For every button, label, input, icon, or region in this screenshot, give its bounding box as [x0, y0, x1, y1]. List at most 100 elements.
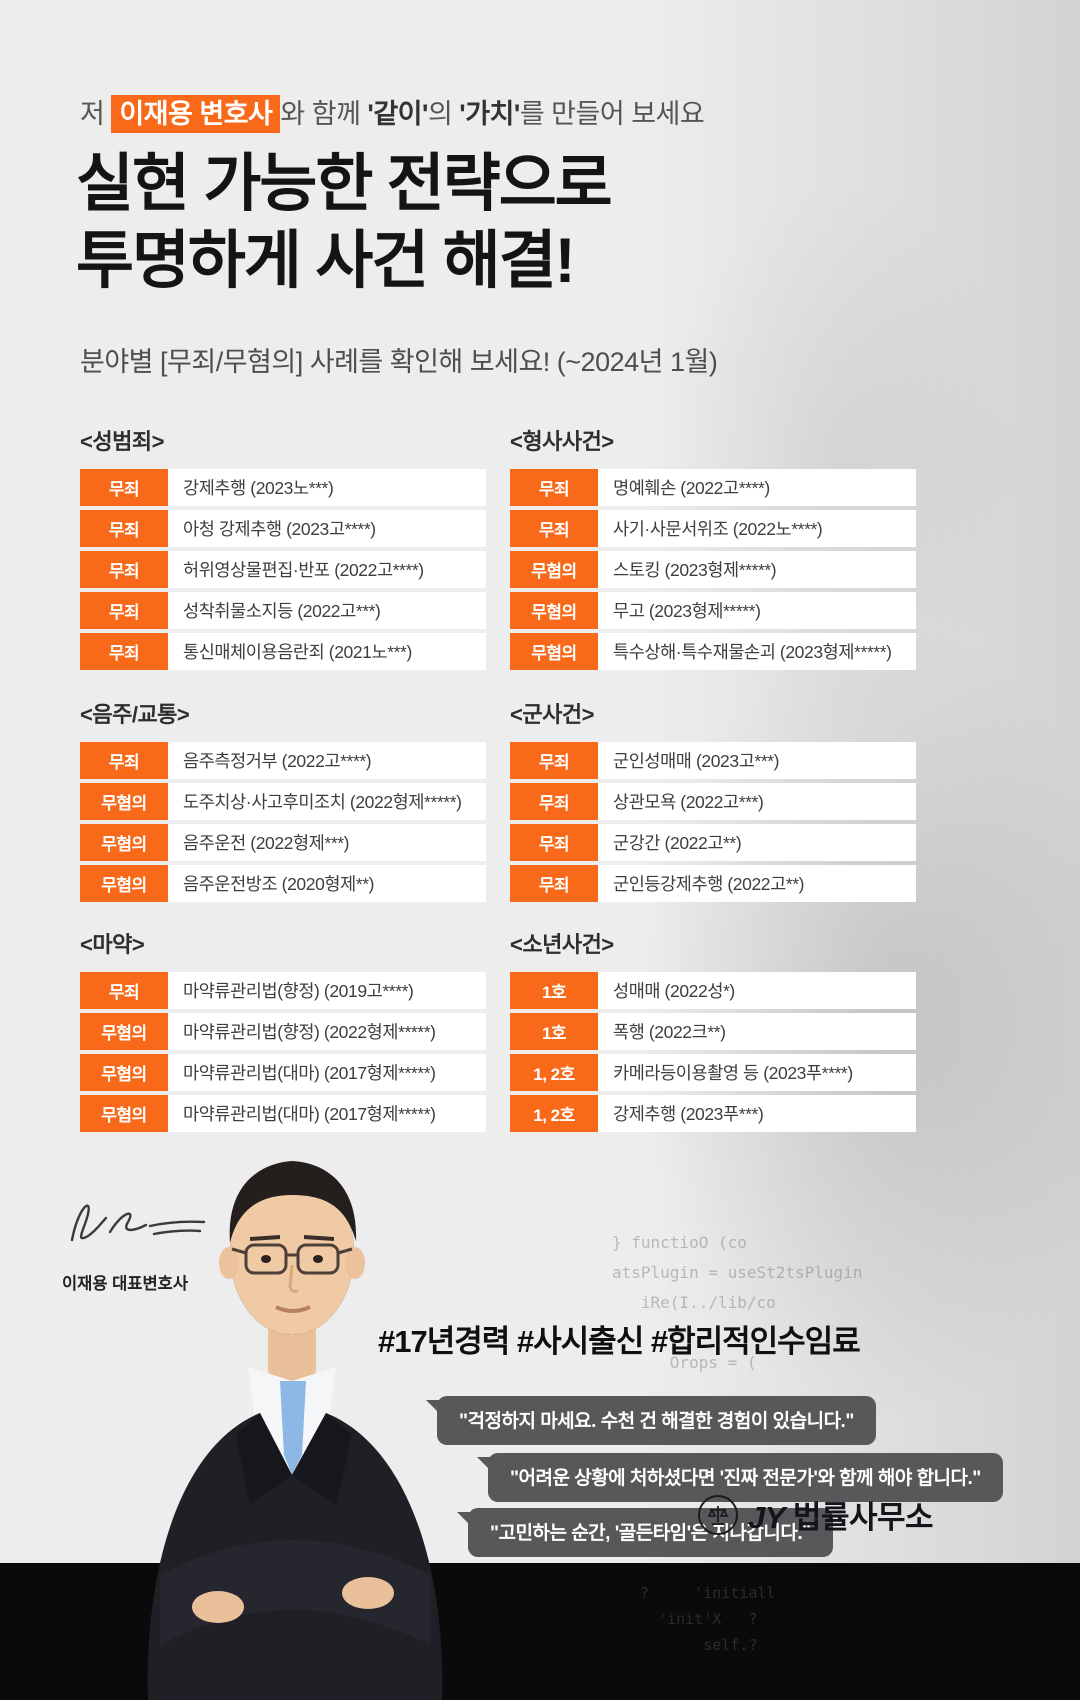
- section-sex-crime: <성범죄> 무죄 강제추행 (2023노***) 무죄 아청 강제추행 (2023고…: [80, 424, 486, 674]
- verdict-badge: 무죄: [510, 783, 598, 820]
- section-title: <음주/교통>: [80, 702, 190, 727]
- verdict-badge: 무죄: [80, 510, 168, 547]
- table-row: 1, 2호 강제추행 (2023푸***): [510, 1095, 916, 1132]
- table-row: 무죄 음주측정거부 (2022고****): [80, 742, 486, 779]
- section-drugs: <마약> 무죄 마약류관리법(향정) (2019고****) 무혐의 마약류관리법(…: [80, 927, 486, 1136]
- intro-prefix: 저: [80, 99, 112, 129]
- table-row: 무혐의 음주운전방조 (2020형제**): [80, 865, 486, 902]
- lawyer-name-highlight: 이재용 변호사: [111, 95, 281, 133]
- table-row: 무혐의 마약류관리법(대마) (2017형제*****): [80, 1054, 486, 1091]
- case-label: 아청 강제추행 (2023고****): [168, 510, 486, 547]
- section-title: <소년사건>: [510, 932, 614, 957]
- verdict-badge: 무죄: [510, 742, 598, 779]
- page-subtitle: 분야별 [무죄/무혐의] 사례를 확인해 보세요! (~2024년 1월): [80, 347, 718, 377]
- case-label: 상관모욕 (2022고***): [598, 783, 916, 820]
- page-title-line1: 실현 가능한 전략으로: [76, 149, 613, 219]
- page-title-line2: 투명하게 사건 해결!: [76, 225, 576, 296]
- verdict-badge: 무혐의: [80, 865, 168, 902]
- verdict-badge: 무죄: [80, 469, 168, 506]
- case-label: 명예훼손 (2022고****): [598, 469, 916, 506]
- page-title: 실현 가능한 전략으로 투명하게 사건 해결!: [76, 146, 613, 300]
- case-label: 특수상해·특수재물손괴 (2023형제*****): [598, 633, 916, 670]
- table-row: 무죄 상관모욕 (2022고***): [510, 783, 916, 820]
- case-label: 무고 (2023형제*****): [598, 592, 916, 629]
- background-code-text: ? 'initiall 'init'X ? self.?: [640, 1584, 776, 1654]
- verdict-badge: 1, 2호: [510, 1095, 598, 1132]
- case-label: 허위영상물편집·반포 (2022고****): [168, 551, 486, 588]
- verdict-badge: 무혐의: [80, 1013, 168, 1050]
- verdict-badge: 무죄: [80, 551, 168, 588]
- verdict-badge: 무혐의: [510, 592, 598, 629]
- intro-text: 와 함께: [280, 99, 368, 129]
- table-row: 무죄 명예훼손 (2022고****): [510, 469, 916, 506]
- table-row: 무죄 통신매체이용음란죄 (2021노***): [80, 633, 486, 670]
- table-row: 무죄 군인성매매 (2023고***): [510, 742, 916, 779]
- verdict-badge: 무죄: [510, 865, 598, 902]
- hashtags: #17년경력 #사시출신 #합리적인수임료: [378, 1324, 861, 1359]
- verdict-badge: 1, 2호: [510, 1054, 598, 1091]
- verdict-badge: 무죄: [80, 592, 168, 629]
- section-criminal: <형사사건> 무죄 명예훼손 (2022고****) 무죄 사기·사문서위조 (20…: [510, 424, 916, 674]
- background-code-text: } functioO (co atsPlugin = useSt2tsPlugi…: [612, 1233, 863, 1372]
- intro-bold-word: '가치': [459, 99, 520, 129]
- case-label: 스토킹 (2023형제*****): [598, 551, 916, 588]
- case-label: 군인등강제추행 (2022고**): [598, 865, 916, 902]
- case-label: 마약류관리법(향정) (2019고****): [168, 972, 486, 1009]
- section-title: <군사건>: [510, 702, 594, 727]
- firm-logo: JY 법률사무소: [698, 1492, 934, 1537]
- intro-bold-word: '같이': [367, 99, 428, 129]
- table-row: 무죄 성착취물소지등 (2022고***): [80, 592, 486, 629]
- lawyer-signature-caption: 이재용 대표변호사: [62, 1275, 189, 1293]
- quote-bubble: "고민하는 순간, '골든타임'은 지나갑니다.": [457, 1508, 833, 1557]
- case-label: 강제추행 (2023푸***): [598, 1095, 916, 1132]
- intro-text: 를 만들어 보세요: [519, 99, 705, 129]
- section-title: <형사사건>: [510, 429, 614, 454]
- lawyer-photo: [147, 1161, 443, 1700]
- case-label: 음주운전 (2022형제***): [168, 824, 486, 861]
- table-row: 무혐의 무고 (2023형제*****): [510, 592, 916, 629]
- table-row: 무혐의 음주운전 (2022형제***): [80, 824, 486, 861]
- table-row: 무혐의 특수상해·특수재물손괴 (2023형제*****): [510, 633, 916, 670]
- verdict-badge: 무혐의: [510, 551, 598, 588]
- verdict-badge: 무혐의: [80, 824, 168, 861]
- verdict-badge: 무죄: [510, 510, 598, 547]
- table-row: 무죄 아청 강제추행 (2023고****): [80, 510, 486, 547]
- case-label: 군인성매매 (2023고***): [598, 742, 916, 779]
- table-row: 무혐의 마약류관리법(향정) (2022형제*****): [80, 1013, 486, 1050]
- firm-logo-name: 법률사무소: [792, 1500, 934, 1535]
- scales-icon: [698, 1494, 738, 1535]
- section-military: <군사건> 무죄 군인성매매 (2023고***) 무죄 상관모욕 (2022고**…: [510, 697, 916, 906]
- signature-scribble: [70, 1204, 206, 1242]
- intro-text: 의: [427, 99, 460, 129]
- verdict-badge: 무죄: [80, 742, 168, 779]
- section-title: <마약>: [80, 932, 145, 957]
- verdict-badge: 무죄: [510, 469, 598, 506]
- section-juvenile: <소년사건> 1호 성매매 (2022성*) 1호 폭행 (2022크**) 1, …: [510, 927, 916, 1136]
- table-row: 무죄 군강간 (2022고**): [510, 824, 916, 861]
- case-label: 마약류관리법(대마) (2017형제*****): [168, 1095, 486, 1132]
- case-label: 강제추행 (2023노***): [168, 469, 486, 506]
- table-row: 무죄 강제추행 (2023노***): [80, 469, 486, 506]
- case-label: 폭행 (2022크**): [598, 1013, 916, 1050]
- table-row: 무죄 허위영상물편집·반포 (2022고****): [80, 551, 486, 588]
- verdict-badge: 무죄: [80, 972, 168, 1009]
- table-row: 무죄 사기·사문서위조 (2022노****): [510, 510, 916, 547]
- table-row: 무혐의 마약류관리법(대마) (2017형제*****): [80, 1095, 486, 1132]
- verdict-badge: 1호: [510, 1013, 598, 1050]
- section-title: <성범죄>: [80, 429, 164, 454]
- case-label: 음주운전방조 (2020형제**): [168, 865, 486, 902]
- quote-bubble: "걱정하지 마세요. 수천 건 해결한 경험이 있습니다.": [426, 1396, 876, 1445]
- verdict-badge: 무혐의: [510, 633, 598, 670]
- firm-logo-jy: JY: [748, 1500, 785, 1535]
- intro-line: 저 이재용 변호사 와 함께 '같이'의 '가치'를 만들어 보세요: [80, 92, 705, 133]
- case-label: 통신매체이용음란죄 (2021노***): [168, 633, 486, 670]
- verdict-badge: 무죄: [510, 824, 598, 861]
- case-label: 음주측정거부 (2022고****): [168, 742, 486, 779]
- case-label: 도주치상·사고후미조치 (2022형제*****): [168, 783, 486, 820]
- table-row: 1호 성매매 (2022성*): [510, 972, 916, 1009]
- table-row: 무죄 마약류관리법(향정) (2019고****): [80, 972, 486, 1009]
- verdict-badge: 무혐의: [80, 783, 168, 820]
- table-row: 1호 폭행 (2022크**): [510, 1013, 916, 1050]
- case-label: 사기·사문서위조 (2022노****): [598, 510, 916, 547]
- case-label: 성착취물소지등 (2022고***): [168, 592, 486, 629]
